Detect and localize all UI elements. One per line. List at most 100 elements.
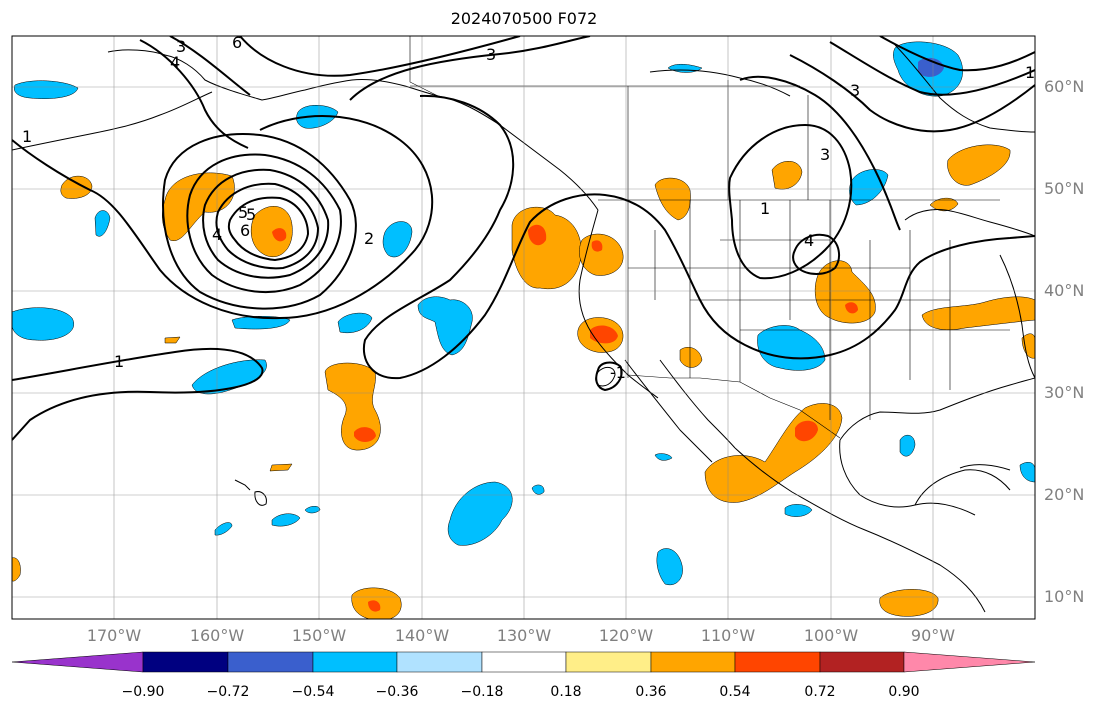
contour-line bbox=[169, 36, 251, 96]
contour-label: 1 bbox=[1025, 63, 1035, 82]
negative-anomaly bbox=[656, 548, 683, 586]
colorbar-tick-label: −0.36 bbox=[375, 684, 419, 700]
strong-positive-anomaly bbox=[845, 302, 858, 314]
strong-positive-anomaly bbox=[590, 325, 618, 344]
positive-anomaly bbox=[654, 177, 691, 221]
negative-anomaly bbox=[417, 296, 473, 356]
contour-line bbox=[595, 361, 623, 392]
latitude-label: 50°N bbox=[1044, 179, 1085, 198]
positive-anomaly bbox=[511, 206, 582, 290]
longitude-label: 120°W bbox=[598, 626, 654, 645]
negative-anomaly bbox=[191, 359, 267, 395]
contour-labels: 3 6 4 3 1 5 4 6 5 2 1 3 1 4 3 1 -1 bbox=[22, 36, 1035, 382]
map-title: 2024070500 F072 bbox=[450, 9, 598, 28]
colorbar-segment bbox=[734, 651, 821, 673]
colorbar-segment bbox=[650, 651, 736, 673]
positive-anomaly bbox=[164, 336, 181, 344]
latitude-label: 60°N bbox=[1044, 77, 1085, 96]
positive-anomaly bbox=[679, 347, 703, 368]
cuba-island bbox=[959, 464, 1011, 471]
colorbar-tick-label: −0.90 bbox=[121, 684, 165, 700]
colorbar-segment bbox=[565, 651, 652, 673]
contour-label: 3 bbox=[486, 45, 496, 64]
positive-anomaly bbox=[579, 233, 624, 276]
hawaii-island bbox=[254, 491, 267, 506]
great-lakes-outline bbox=[904, 209, 1035, 237]
contour-line bbox=[139, 39, 249, 149]
longitude-label: 100°W bbox=[803, 626, 859, 645]
hudson-bay-coastline bbox=[894, 44, 1035, 133]
contour-line bbox=[202, 168, 330, 279]
colorbar-tick-label: 0.54 bbox=[719, 684, 751, 700]
contour-label: 4 bbox=[212, 225, 222, 244]
aleutian-coastline bbox=[12, 91, 213, 151]
colorbar-tick-label: −0.18 bbox=[460, 684, 504, 700]
latitude-label: 10°N bbox=[1044, 587, 1085, 606]
contour-label: 2 bbox=[364, 229, 374, 248]
negative-anomaly bbox=[304, 506, 321, 514]
contour-line bbox=[829, 41, 1035, 96]
contour-line bbox=[215, 182, 320, 270]
alaska-canada-border bbox=[409, 36, 439, 97]
panhandle-coastline bbox=[437, 95, 599, 211]
baja-coastline bbox=[624, 359, 713, 463]
longitude-label: 150°W bbox=[291, 626, 347, 645]
negative-anomaly bbox=[382, 221, 413, 258]
mexico-east-coastline bbox=[839, 439, 976, 516]
yucatan-coastline bbox=[914, 469, 1011, 506]
colorbar-segment bbox=[819, 651, 905, 673]
contour-label: 4 bbox=[170, 53, 180, 72]
negative-anomaly bbox=[899, 434, 916, 457]
longitude-label: 90°W bbox=[910, 626, 956, 645]
colorbar-tick-label: 0.90 bbox=[888, 684, 920, 700]
contour-label: 6 bbox=[240, 221, 250, 240]
alaska-coastline bbox=[107, 49, 439, 101]
negative-anomaly bbox=[94, 210, 111, 237]
contour-line bbox=[12, 115, 434, 320]
negative-anomaly bbox=[531, 484, 545, 495]
mexico-west-coastline bbox=[734, 447, 986, 613]
contour-label: 1 bbox=[114, 352, 124, 371]
contour-line bbox=[12, 347, 264, 441]
negative-anomaly bbox=[654, 453, 673, 461]
positive-anomaly bbox=[1021, 333, 1035, 359]
map-frame bbox=[11, 35, 1036, 620]
anomaly-shading bbox=[12, 41, 1035, 619]
contour-label: 5 bbox=[238, 203, 248, 222]
contour-line bbox=[239, 36, 521, 77]
contour-line bbox=[362, 94, 1035, 380]
positive-anomaly bbox=[60, 175, 93, 199]
positive-anomaly bbox=[947, 144, 1011, 186]
contour-label: 1 bbox=[22, 127, 32, 146]
colorbar-tick-label: 0.36 bbox=[635, 684, 667, 700]
contour-label: 4 bbox=[804, 231, 814, 250]
strong-positive-anomaly bbox=[591, 240, 603, 252]
contour-line bbox=[162, 133, 357, 310]
colorbar bbox=[11, 651, 1036, 673]
hawaii-island bbox=[234, 479, 251, 491]
latitude-label: 40°N bbox=[1044, 281, 1085, 300]
canada-north-coastline bbox=[649, 69, 791, 97]
longitude-label: 130°W bbox=[496, 626, 552, 645]
longitude-label: 140°W bbox=[394, 626, 450, 645]
positive-anomaly bbox=[879, 589, 939, 617]
negative-anomaly bbox=[1019, 462, 1035, 483]
colorbar-segment bbox=[227, 651, 314, 673]
strong-positive-anomaly bbox=[272, 228, 287, 242]
positive-anomaly bbox=[250, 206, 293, 257]
longitude-label: 160°W bbox=[189, 626, 245, 645]
negative-anomaly bbox=[214, 522, 233, 536]
map-panel: 3 6 4 3 1 5 4 6 5 2 1 3 1 4 3 1 -1 bbox=[12, 36, 1035, 619]
colorbar-segment bbox=[396, 651, 483, 673]
negative-anomaly bbox=[12, 307, 74, 341]
strong-positive-anomaly bbox=[795, 420, 818, 442]
contour-label: 5 bbox=[246, 205, 256, 224]
colorbar-tick-label: −0.72 bbox=[206, 684, 250, 700]
strong-positive-anomaly bbox=[528, 224, 547, 246]
us-west-coastline bbox=[578, 209, 659, 399]
colorbar-tick-label: 0.72 bbox=[804, 684, 836, 700]
gulf-coast bbox=[839, 377, 1035, 441]
contour-line bbox=[227, 196, 310, 262]
height-contours bbox=[12, 36, 1035, 441]
negative-anomaly bbox=[784, 504, 813, 517]
